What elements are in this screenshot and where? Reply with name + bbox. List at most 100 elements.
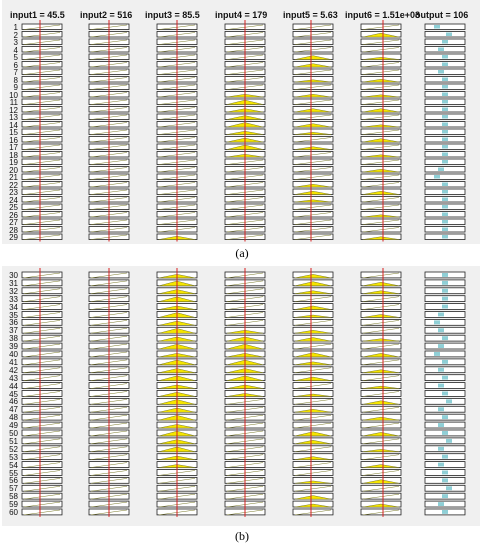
- membership-slope: [23, 152, 61, 158]
- fired-membership-fill: [362, 32, 400, 38]
- membership-box: [360, 326, 402, 334]
- membership-box: [21, 188, 63, 195]
- output-marker: [442, 375, 448, 380]
- membership-box: [292, 397, 334, 405]
- rule-number: 19: [9, 158, 18, 167]
- membership-slope: [23, 422, 61, 429]
- membership-box: [21, 405, 63, 413]
- fired-membership-fill: [294, 376, 332, 381]
- output-box: [424, 445, 466, 453]
- membership-box: [21, 151, 63, 158]
- membership-box: [21, 492, 63, 500]
- fired-membership-fill: [362, 168, 400, 173]
- membership-box: [292, 136, 334, 143]
- output-marker: [434, 25, 440, 29]
- column-header: input3 = 85.5: [145, 10, 200, 20]
- membership-box: [360, 23, 402, 30]
- membership-box: [360, 374, 402, 382]
- output-marker: [442, 92, 448, 96]
- rule-number: 59: [9, 500, 18, 510]
- membership-box: [292, 211, 334, 218]
- membership-box: [21, 158, 63, 165]
- membership-box: [21, 500, 63, 508]
- output-marker: [438, 383, 444, 388]
- output-marker: [442, 415, 448, 420]
- membership-box: [292, 342, 334, 350]
- membership-box: [360, 390, 402, 397]
- membership-slope: [294, 422, 332, 429]
- membership-slope: [23, 197, 61, 203]
- membership-slope: [362, 304, 400, 310]
- rule-number: 53: [9, 452, 18, 462]
- membership-slope: [23, 462, 61, 468]
- fired-membership-fill: [294, 199, 332, 203]
- rule-number: 51: [9, 436, 18, 446]
- fired-membership-fill: [294, 329, 332, 334]
- output-marker: [442, 100, 448, 104]
- membership-box: [292, 508, 334, 516]
- rule-number: 29: [9, 233, 18, 242]
- membership-slope: [23, 470, 61, 476]
- output-marker: [442, 197, 448, 201]
- membership-box: [21, 143, 63, 150]
- rule-number: 4: [13, 45, 18, 55]
- membership-box: [292, 461, 334, 468]
- membership-box: [21, 311, 63, 318]
- membership-box: [21, 484, 63, 492]
- fired-membership-fill: [294, 132, 332, 135]
- fired-membership-fill: [294, 305, 332, 310]
- membership-slope: [23, 129, 61, 135]
- membership-box: [292, 382, 334, 389]
- membership-slope: [294, 383, 332, 389]
- fired-membership-fill: [362, 369, 400, 373]
- fired-membership-fill: [294, 190, 332, 195]
- membership-slope: [362, 99, 400, 105]
- caption-a: (a): [235, 246, 249, 260]
- membership-box: [360, 492, 402, 500]
- rule-number: 33: [9, 294, 18, 304]
- membership-box: [360, 226, 402, 233]
- membership-box: [360, 453, 402, 461]
- membership-slope: [294, 159, 332, 165]
- rule-number: 20: [9, 165, 18, 175]
- membership-slope: [362, 159, 400, 165]
- output-box: [424, 166, 466, 173]
- output-marker: [442, 130, 448, 134]
- membership-box: [360, 469, 402, 476]
- rule-number: 18: [9, 150, 18, 160]
- membership-box: [360, 158, 402, 165]
- output-marker: [438, 502, 444, 506]
- membership-box: [292, 31, 334, 38]
- output-box: [424, 342, 466, 350]
- output-marker: [442, 336, 448, 341]
- membership-box: [360, 437, 402, 445]
- membership-box: [292, 173, 334, 180]
- output-marker: [442, 288, 448, 293]
- membership-box: [292, 38, 334, 45]
- membership-box: [360, 218, 402, 225]
- fired-membership-fill: [362, 449, 400, 452]
- membership-slope: [23, 114, 61, 120]
- membership-slope: [294, 212, 332, 218]
- membership-slope: [23, 493, 61, 500]
- rule-number: 40: [9, 350, 18, 359]
- membership-slope: [23, 414, 61, 421]
- membership-box: [21, 390, 63, 397]
- caption-b: (b): [235, 529, 249, 543]
- membership-box: [21, 128, 63, 135]
- fired-membership-fill: [294, 123, 332, 128]
- membership-box: [360, 358, 402, 366]
- output-marker: [442, 431, 448, 435]
- output-marker: [434, 320, 440, 325]
- fired-membership-fill: [294, 274, 332, 279]
- fired-membership-fill: [294, 108, 332, 113]
- membership-box: [360, 83, 402, 90]
- column-header: input4 = 179: [215, 10, 268, 20]
- output-marker: [442, 62, 448, 66]
- membership-slope: [23, 92, 61, 98]
- output-box: [424, 311, 466, 318]
- membership-slope: [294, 167, 332, 173]
- membership-box: [360, 38, 402, 45]
- membership-box: [21, 46, 63, 53]
